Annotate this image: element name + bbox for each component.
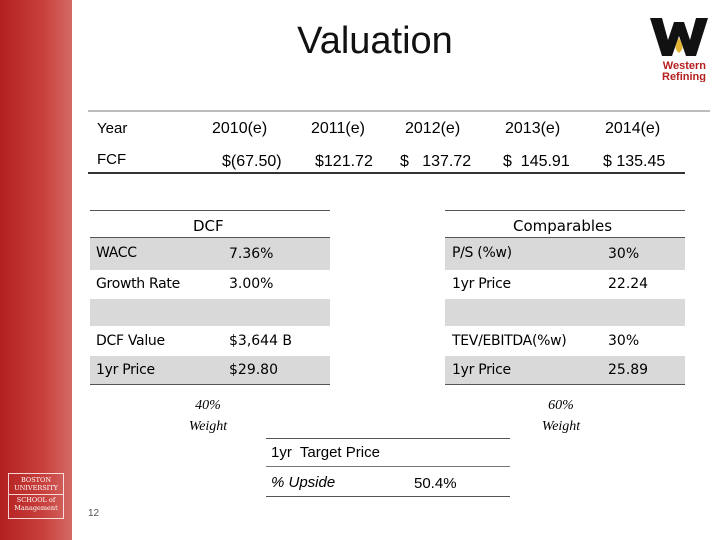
western-refining-logo: Western Refining: [650, 18, 708, 82]
logo-oil-drop: [675, 38, 683, 53]
comparables-row-shade: [445, 356, 685, 384]
fcf-cell: $ 137.72: [400, 153, 472, 170]
page-title: Valuation: [297, 20, 453, 62]
page-number: 12: [88, 508, 100, 519]
dcf-row-label: WACC: [96, 245, 137, 261]
boston-university-logo: BOSTON UNIVERSITY SCHOOL of Management: [8, 473, 64, 519]
year-cell: 2014(e): [605, 120, 661, 137]
target-mid-rule: [266, 466, 510, 467]
dcf-row-value: $29.80: [229, 362, 278, 378]
target-price-label: 1yr Target Price: [271, 444, 380, 461]
dcf-bottom-rule: [90, 384, 330, 385]
comparables-metric-suffix: (%w): [473, 245, 512, 261]
fcf-cell: $ 145.91: [503, 153, 570, 170]
dcf-row-shade: [90, 238, 330, 270]
comparables-row-value: 30%: [608, 246, 640, 262]
school-logo-line: SCHOOL of: [9, 494, 63, 504]
comparables-row-value: 22.24: [608, 276, 649, 292]
year-cell: 2010(e): [212, 120, 268, 137]
comparables-metric-suffix: (%w): [531, 333, 567, 349]
dcf-row-value: 7.36%: [229, 246, 274, 262]
comparables-row-value: 30%: [608, 333, 640, 349]
fcf-header: FCF: [97, 151, 127, 168]
dcf-header: DCF: [193, 217, 224, 235]
fcf-table-bottom-rule: [88, 172, 685, 174]
target-top-rule: [266, 438, 510, 439]
comparables-bottom-rule: [445, 384, 685, 385]
dcf-weight: 40% Weight: [178, 395, 238, 437]
comparables-weight-label: Weight: [541, 419, 581, 434]
logo-line1: Western: [663, 60, 706, 72]
upside-value: 50.4%: [414, 475, 457, 492]
dcf-row-label: DCF Value: [96, 333, 165, 349]
upside-label: % Upside: [271, 474, 336, 491]
school-logo-line: Management: [14, 504, 58, 512]
title-divider: [88, 110, 710, 112]
comparables-top-rule: [445, 210, 685, 211]
fcf-cell: $ 135.45: [603, 153, 666, 170]
comparables-row-label: P/S (%w): [452, 245, 512, 261]
fcf-cell: $121.72: [315, 153, 373, 170]
year-cell: 2012(e): [405, 120, 461, 137]
comparables-weight-pct: 60%: [548, 398, 574, 413]
dcf-row-value: 3.00%: [229, 276, 274, 292]
comparables-row-shade: [445, 299, 685, 326]
school-logo-line: UNIVERSITY: [14, 484, 58, 492]
comparables-header: Comparables: [513, 217, 613, 235]
year-cell: 2013(e): [505, 120, 561, 137]
comparables-weight: 60% Weight: [531, 395, 591, 437]
left-sidebar-band: BOSTON UNIVERSITY SCHOOL of Management: [0, 0, 72, 540]
dcf-row-label: 1yr Price: [96, 362, 155, 378]
year-header: Year: [97, 120, 128, 137]
dcf-weight-label: Weight: [188, 419, 228, 434]
school-logo-line: BOSTON: [20, 476, 52, 484]
logo-w-shape: [650, 18, 708, 56]
dcf-row-shade: [90, 356, 330, 384]
comparables-row-label: TEV/EBITDA(%w): [452, 333, 567, 349]
comparables-row-label: 1yr Price: [452, 276, 511, 292]
dcf-weight-pct: 40%: [195, 398, 221, 413]
target-bottom-rule: [266, 496, 510, 497]
dcf-row-value: $3,644 B: [229, 333, 293, 349]
comparables-metric: TEV/EBITDA: [452, 333, 532, 349]
fcf-cell: $(67.50): [222, 153, 282, 170]
dcf-row-label: Growth Rate: [96, 276, 180, 292]
comparables-row-label: 1yr Price: [452, 362, 511, 378]
comparables-row-value: 25.89: [608, 362, 649, 378]
comparables-row-shade: [445, 238, 685, 270]
year-cell: 2011(e): [311, 120, 365, 137]
logo-line2: Refining: [662, 71, 706, 82]
comparables-header-rule: [445, 237, 685, 238]
comparables-metric: P/S: [452, 245, 474, 261]
dcf-row-shade: [90, 299, 330, 326]
dcf-header-rule: [90, 237, 330, 238]
dcf-top-rule: [90, 210, 330, 211]
